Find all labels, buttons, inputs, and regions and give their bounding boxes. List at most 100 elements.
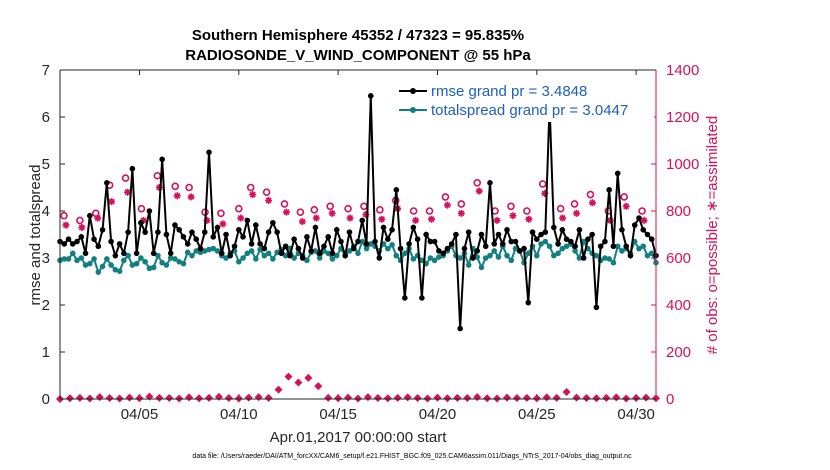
- obs-possible-point: [425, 207, 434, 215]
- obs-zero-point: [284, 372, 293, 381]
- rmse-point: [551, 224, 557, 231]
- totalspread-point: [474, 254, 481, 260]
- obs-assimilated-point: [457, 209, 465, 217]
- obs-zero-point: [483, 394, 492, 403]
- obs-assimilated-point: [493, 216, 501, 224]
- rmse-point: [180, 234, 187, 240]
- totalspread-point: [82, 262, 89, 268]
- totalspread-point: [108, 262, 114, 268]
- totalspread-point: [551, 252, 557, 259]
- obs-assimilated-point: [588, 199, 596, 207]
- obs-possible-point: [473, 179, 482, 187]
- obs-zero-point: [65, 394, 74, 403]
- totalspread-point: [640, 243, 647, 250]
- totalspread-point: [385, 245, 391, 252]
- totalspread-point: [116, 268, 123, 274]
- rmse-point: [597, 243, 604, 250]
- x-tick-label: 04/05: [121, 406, 159, 423]
- rmse-point: [312, 224, 319, 231]
- rmse-point: [91, 236, 97, 242]
- totalspread-point: [534, 252, 540, 259]
- rmse-point: [495, 231, 502, 238]
- rmse-point: [299, 255, 306, 261]
- rmse-point: [82, 250, 89, 257]
- legend-rmse-label: rmse grand pr = 3.4848: [431, 83, 587, 100]
- rmse-point: [593, 304, 600, 311]
- rmse-point: [121, 250, 127, 257]
- rmse-point: [516, 248, 523, 254]
- rmse-point: [227, 252, 234, 259]
- obs-zero-point: [463, 394, 472, 403]
- legend-box: [394, 78, 654, 122]
- obs-possible-point: [570, 200, 579, 208]
- obs-assimilated-point: [298, 218, 306, 226]
- rmse-point: [440, 250, 446, 257]
- obs-zero-point: [224, 394, 233, 403]
- x-tick-label: 04/30: [617, 406, 655, 423]
- obs-assimilated-point: [541, 189, 549, 197]
- x-tick-label: 04/10: [220, 406, 258, 423]
- totalspread-point: [525, 250, 532, 257]
- rmse-point: [342, 252, 349, 259]
- rmse-point: [287, 252, 293, 259]
- totalspread-point: [104, 256, 110, 262]
- rmse-point: [499, 241, 506, 247]
- chart-title-line2: RADIOSONDE_V_WIND_COMPONENT @ 55 hPa: [185, 47, 531, 64]
- rmse-point: [589, 231, 595, 238]
- obs-possible-point: [246, 183, 255, 192]
- obs-assimilated-point: [94, 214, 102, 222]
- totalspread-point: [393, 252, 400, 259]
- totalspread-point: [270, 256, 276, 262]
- rmse-point: [129, 165, 136, 172]
- rmse-point: [206, 149, 212, 156]
- rmse-point: [321, 243, 327, 250]
- rmse-point: [576, 227, 583, 233]
- totalspread-point: [91, 256, 97, 262]
- totalspread-point: [457, 255, 463, 261]
- obs-assimilated-point: [62, 221, 70, 229]
- obs-assimilated-point: [362, 211, 370, 219]
- rmse-point: [538, 231, 544, 238]
- obs-zero-point: [512, 394, 521, 403]
- obs-assimilated-point: [203, 216, 211, 224]
- totalspread-point: [163, 262, 170, 268]
- obs-possible-point: [523, 207, 531, 215]
- totalspread-point: [87, 260, 93, 267]
- totalspread-point: [61, 256, 68, 262]
- totalspread-point: [478, 264, 485, 271]
- obs-zero-point: [552, 393, 561, 402]
- obs-zero-point: [582, 394, 591, 403]
- rmse-point: [367, 93, 374, 99]
- rmse-point: [614, 170, 621, 177]
- y-axis-right-label: # of obs: o=possible; ∗=assimilated: [704, 116, 721, 355]
- totalspread-point: [576, 255, 583, 261]
- y-right-tick-label: 1000: [666, 156, 699, 173]
- rmse-point: [333, 227, 340, 233]
- obs-zero-point: [383, 394, 392, 403]
- totalspread-point: [240, 255, 246, 261]
- totalspread-point: [261, 252, 268, 259]
- rmse-point: [167, 250, 174, 257]
- totalspread-point: [312, 248, 319, 254]
- rmse-point: [295, 245, 302, 252]
- rmse-point: [325, 234, 332, 240]
- totalspread-point: [193, 248, 200, 254]
- y-left-tick-label: 5: [42, 156, 50, 173]
- obs-assimilated-point: [78, 223, 86, 231]
- totalspread-point: [265, 250, 272, 257]
- rmse-point: [619, 227, 625, 233]
- rmse-point: [201, 229, 208, 235]
- rmse-point: [61, 241, 68, 247]
- obs-zero-point: [413, 394, 422, 403]
- y-right-tick-label: 0: [666, 391, 674, 408]
- y-axis-left-label: rmse and totalspread: [27, 165, 44, 306]
- totalspread-point: [125, 252, 131, 259]
- totalspread-point: [214, 248, 221, 254]
- rmse-point: [504, 227, 510, 233]
- rmse-point: [623, 243, 629, 250]
- obs-zero-point: [105, 394, 114, 403]
- obs-zero-point: [503, 393, 511, 402]
- totalspread-point: [206, 246, 212, 253]
- x-tick-label: 04/25: [518, 406, 556, 423]
